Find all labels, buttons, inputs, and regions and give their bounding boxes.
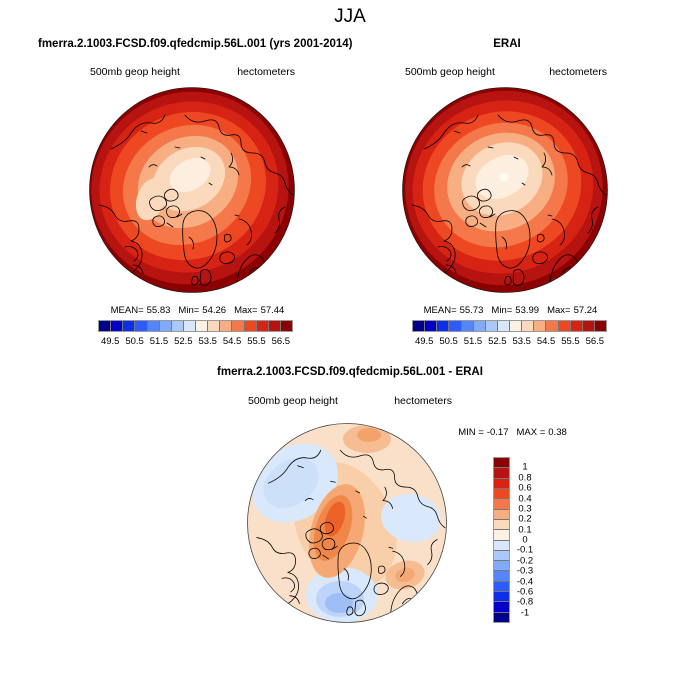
colorbar-tick-label: 54.5	[222, 336, 242, 347]
difference-map-outline	[247, 423, 447, 623]
colorbar-tick-label: -0.3	[516, 565, 534, 577]
difference-max-value: 0.38	[548, 427, 567, 438]
colorbar-tick-label: 0.8	[518, 472, 532, 484]
reference-mean-value: 55.73	[459, 305, 484, 316]
colorbar-tick-label: 49.5	[100, 336, 120, 347]
model-min-label: Min=	[178, 305, 200, 316]
colorbar-tick-label: 0.3	[518, 503, 532, 515]
model-min-value: 54.26	[202, 305, 227, 316]
colorbar-tick-label: 52.5	[488, 336, 507, 347]
reference-colorbar-ticks: 49.5 50.5 51.5 52.5 53.5 54.5 55.5 56.5	[412, 336, 607, 348]
model-max-value: 57.44	[260, 305, 285, 316]
difference-stats: MIN = -0.17 MAX = 0.38	[430, 427, 595, 438]
difference-min-label: MIN =	[458, 427, 484, 438]
model-colorbar-ticks: 49.5 50.5 51.5 52.5 53.5 54.5 55.5 56.5	[98, 336, 293, 348]
reference-stats: MEAN= 55.73 Min= 53.99 Max= 57.24	[398, 305, 623, 316]
difference-min-value: -0.17	[486, 427, 509, 438]
reference-field-label: 500mb geop height	[405, 66, 495, 78]
difference-max-label: MAX =	[516, 427, 546, 438]
difference-units-label: hectometers	[394, 395, 452, 407]
colorbar-tick-label: -0.2	[516, 555, 534, 567]
colorbar-tick-label: 50.5	[125, 336, 144, 347]
model-map-outline	[89, 87, 295, 293]
colorbar-tick-label: 53.5	[198, 336, 217, 347]
colorbar-tick-label: -0.1	[516, 544, 534, 556]
colorbar-tick-label: 54.5	[536, 336, 556, 347]
colorbar-tick-label: 55.5	[247, 336, 266, 347]
colorbar-tick-label: 0.1	[518, 524, 532, 536]
model-max-label: Max=	[234, 305, 258, 316]
colorbar-tick-label: 55.5	[561, 336, 580, 347]
colorbar-tick-label: 52.5	[174, 336, 193, 347]
colorbar-tick-label: 1	[522, 461, 528, 473]
colorbar-tick-label: 51.5	[463, 336, 483, 347]
model-mean-value: 55.83	[146, 305, 171, 316]
model-field-label: 500mb geop height	[90, 66, 180, 78]
reference-units-label: hectometers	[549, 66, 607, 78]
colorbar-tick-label: 51.5	[149, 336, 169, 347]
page-title: JJA	[334, 6, 366, 27]
difference-colorbar-ticks: 1 0.8 0.6 0.4 0.3 0.2 0.1 0 -0.1 -0.2 -0.3 -0.4 -0.6…	[512, 457, 538, 623]
difference-colorbar	[493, 457, 510, 623]
colorbar-tick-label: -0.4	[516, 576, 534, 587]
colorbar-tick-label: 56.5	[271, 336, 291, 347]
reference-max-value: 57.24	[573, 305, 598, 316]
colorbar-tick-label: 56.5	[585, 336, 605, 347]
difference-contour-bands	[247, 423, 447, 623]
reference-map-outline	[402, 87, 608, 293]
reference-pole-minimum-spot	[499, 172, 509, 182]
colorbar-tick-label: -0.8	[516, 596, 534, 608]
colorbar-tick-label: 50.5	[439, 336, 458, 347]
colorbar-tick-label: 49.5	[414, 336, 434, 347]
colorbar-tick-label: 0	[522, 534, 528, 546]
colorbar-tick-label: -0.6	[516, 586, 534, 598]
reference-min-value: 53.99	[515, 305, 540, 316]
reference-contour-bands	[402, 87, 608, 293]
difference-field-label: 500mb geop height	[248, 395, 338, 407]
model-polar-map	[89, 87, 295, 293]
model-colorbar	[98, 320, 293, 332]
reference-mean-label: MEAN=	[423, 305, 457, 316]
model-contour-bands	[89, 87, 295, 293]
reference-panel-title: ERAI	[493, 38, 521, 50]
difference-panel-title: fmerra.2.1003.FCSD.f09.qfedcmip.56L.001 …	[217, 366, 483, 378]
reference-polar-map	[402, 87, 608, 293]
difference-polar-map	[247, 423, 447, 623]
reference-colorbar	[412, 320, 607, 332]
model-stats: MEAN= 55.83 Min= 54.26 Max= 57.44	[85, 305, 310, 316]
model-mean-label: MEAN=	[110, 305, 144, 316]
reference-max-label: Max=	[547, 305, 571, 316]
model-panel-title: fmerra.2.1003.FCSD.f09.qfedcmip.56L.001 …	[38, 38, 353, 50]
colorbar-tick-label: 0.2	[518, 513, 532, 525]
colorbar-tick-label: 0.6	[518, 482, 532, 494]
colorbar-tick-label: -1	[520, 607, 530, 619]
reference-min-label: Min=	[491, 305, 513, 316]
colorbar-tick-label: 0.4	[518, 493, 532, 504]
colorbar-tick-label: 53.5	[512, 336, 531, 347]
model-units-label: hectometers	[237, 66, 295, 78]
